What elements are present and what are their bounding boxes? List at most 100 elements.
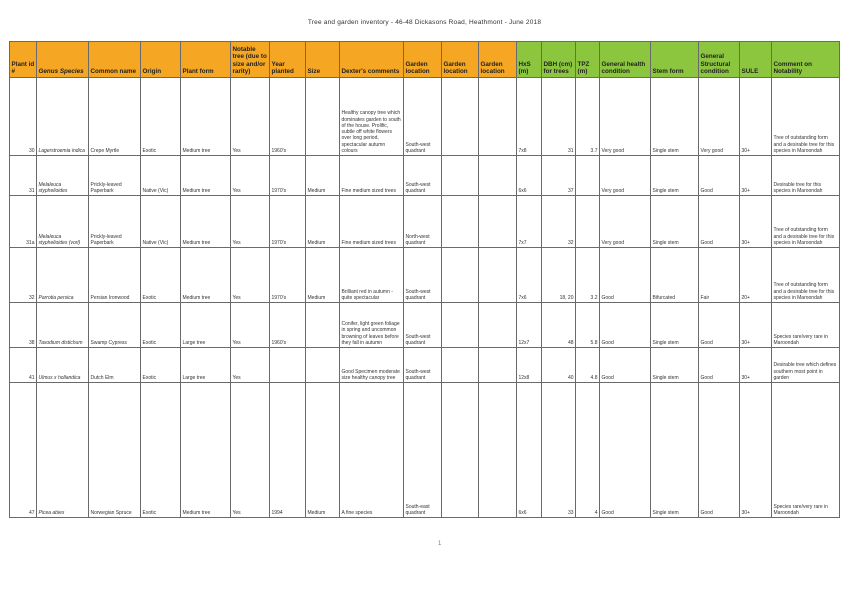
cell-garden-location-2 (441, 77, 479, 156)
cell-tpz: 4 (575, 382, 600, 518)
cell-garden-location: South-west quadrant (403, 347, 442, 383)
table-row: 47 Picea abies Norwegian Spruce Exotic Mediu… (9, 382, 840, 518)
col-tpz: TPZ (m) (575, 41, 600, 78)
cell-genus-species: Melaleuca styphelioides (36, 155, 89, 196)
col-common-name: Common name (88, 41, 141, 78)
cell-sule: 20+ (739, 247, 772, 303)
cell-comment-notability: Species rare/very rare in Maroondah (771, 302, 840, 348)
cell-notable: Yes (230, 77, 270, 156)
cell-plant-id: 31 (9, 155, 37, 196)
cell-genus-species: Lagerstroemia indica (36, 77, 89, 156)
cell-garden-location: South-west quadrant (403, 302, 442, 348)
cell-dbh: 48 (541, 302, 576, 348)
cell-stem-form: Single stem (650, 302, 699, 348)
cell-size: Medium (305, 155, 340, 196)
cell-year-planted: 1994 (269, 382, 306, 518)
cell-garden-location-3 (478, 347, 517, 383)
cell-size (305, 77, 340, 156)
cell-plant-form: Medium tree (180, 382, 231, 518)
cell-structural-condition: Good (698, 155, 740, 196)
cell-general-health: Very good (599, 195, 651, 248)
cell-origin: Exotic (140, 77, 181, 156)
cell-origin: Native (Vic) (140, 195, 181, 248)
cell-origin: Exotic (140, 382, 181, 518)
cell-plant-id: 47 (9, 382, 37, 518)
cell-plant-form: Medium tree (180, 195, 231, 248)
cell-dexters-comments: Good Specimen moderate size healthy cano… (339, 347, 404, 383)
cell-plant-id: 41 (9, 347, 37, 383)
cell-hxs: 7x7 (516, 195, 542, 248)
cell-year-planted: 1960's (269, 77, 306, 156)
cell-notable: Yes (230, 302, 270, 348)
cell-size: Medium (305, 247, 340, 303)
cell-dbh: 32 (541, 195, 576, 248)
header-row: Plant id # Genus Species Common name Ori… (9, 41, 840, 78)
cell-hxs: 7x8 (516, 77, 542, 156)
col-dbh: DBH (cm) for trees (541, 41, 576, 78)
col-notable: Notable tree (due to size and/or rarity) (230, 41, 270, 78)
cell-hxs: 12x8 (516, 347, 542, 383)
table-row: 41 Ulmus x hollandica Dutch Elm Exotic Large… (9, 347, 840, 383)
col-sule: SULE (739, 41, 772, 78)
col-size: Size (305, 41, 340, 78)
cell-common-name: Prickly-leaved Paperbark (88, 195, 141, 248)
cell-garden-location: South-east quadrant (403, 382, 442, 518)
cell-plant-id: 31a (9, 195, 37, 248)
cell-garden-location-3 (478, 77, 517, 156)
cell-plant-form: Medium tree (180, 77, 231, 156)
cell-stem-form: Single stem (650, 195, 699, 248)
cell-plant-id: 38 (9, 302, 37, 348)
cell-garden-location-2 (441, 347, 479, 383)
table-row: 31 Melaleuca styphelioides Prickly-leaved … (9, 155, 840, 196)
cell-garden-location-3 (478, 382, 517, 518)
cell-dexters-comments: Healthy canopy tree which dominates gard… (339, 77, 404, 156)
cell-sule: 30+ (739, 77, 772, 156)
cell-structural-condition: Good (698, 382, 740, 518)
cell-origin: Native (Vic) (140, 155, 181, 196)
col-garden-location-1: Garden location (403, 41, 442, 78)
cell-dbh: 33 (541, 382, 576, 518)
cell-stem-form: Single stem (650, 347, 699, 383)
cell-plant-form: Medium tree (180, 155, 231, 196)
cell-genus-species: Picea abies (36, 382, 89, 518)
cell-sule: 30+ (739, 347, 772, 383)
cell-garden-location-3 (478, 247, 517, 303)
cell-garden-location-2 (441, 195, 479, 248)
cell-year-planted: 1970's (269, 247, 306, 303)
document-title: Tree and garden inventory - 46-48 Dickas… (307, 19, 542, 26)
cell-garden-location-2 (441, 382, 479, 518)
cell-common-name: Dutch Elm (88, 347, 141, 383)
cell-comment-notability: Tree of outstanding form and a desirable… (771, 195, 840, 248)
cell-genus-species: Ulmus x hollandica (36, 347, 89, 383)
cell-garden-location-3 (478, 302, 517, 348)
cell-garden-location-2 (441, 247, 479, 303)
cell-sule: 30+ (739, 302, 772, 348)
cell-dexters-comments: Fine medium sized trees (339, 195, 404, 248)
cell-dexters-comments: Brilliant red in autumn - quite spectacu… (339, 247, 404, 303)
cell-stem-form: Bifurcated (650, 247, 699, 303)
cell-common-name: Norwegian Spruce (88, 382, 141, 518)
table-row: 31a Melaleuca styphelioides (vorl) Prickly… (9, 195, 840, 248)
cell-structural-condition: Good (698, 195, 740, 248)
cell-hxs: 6x6 (516, 155, 542, 196)
cell-notable: Yes (230, 195, 270, 248)
cell-plant-form: Large tree (180, 347, 231, 383)
col-hxs: HxS (m) (516, 41, 542, 78)
cell-general-health: Very good (599, 155, 651, 196)
cell-structural-condition: Fair (698, 247, 740, 303)
cell-structural-condition: Very good (698, 77, 740, 156)
cell-tpz: 3.2 (575, 247, 600, 303)
cell-tpz (575, 195, 600, 248)
cell-year-planted: 1960's (269, 302, 306, 348)
cell-plant-form: Large tree (180, 302, 231, 348)
cell-garden-location-2 (441, 155, 479, 196)
cell-garden-location: North-west quadrant (403, 195, 442, 248)
cell-general-health: Good (599, 247, 651, 303)
cell-origin: Exotic (140, 302, 181, 348)
cell-comment-notability: Desirable tree for this species in Maroo… (771, 155, 840, 196)
col-garden-location-2: Garden location (441, 41, 479, 78)
cell-hxs: 7x6 (516, 247, 542, 303)
cell-tpz (575, 155, 600, 196)
col-plant-id: Plant id # (9, 41, 37, 78)
cell-genus-species: Melaleuca styphelioides (vorl) (36, 195, 89, 248)
